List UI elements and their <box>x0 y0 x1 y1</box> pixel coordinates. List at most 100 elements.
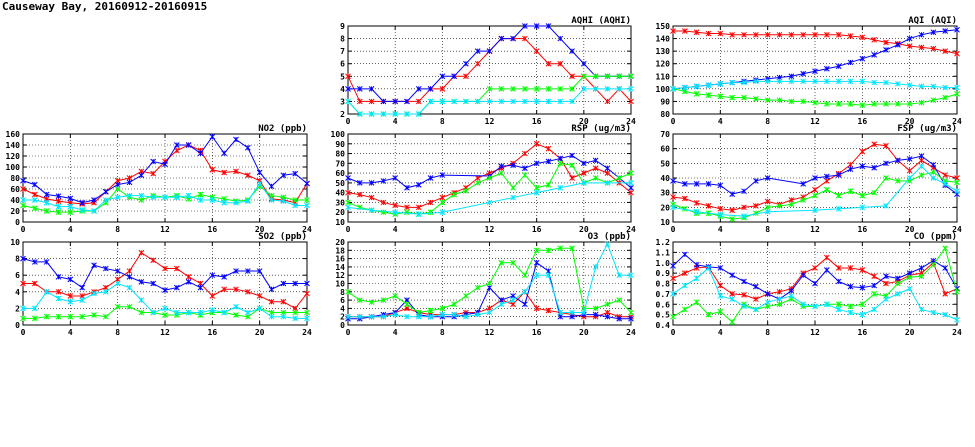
data-point <box>705 265 712 271</box>
y-tick-label: 0 <box>340 321 345 330</box>
data-point <box>764 198 771 205</box>
data-point <box>138 192 145 199</box>
data-point <box>356 297 363 303</box>
data-point <box>788 287 795 294</box>
x-tick-label: 4 <box>718 328 723 337</box>
data-point <box>20 280 26 287</box>
data-point <box>463 60 469 67</box>
data-point <box>67 195 74 202</box>
data-point <box>102 313 109 320</box>
data-point <box>304 315 310 322</box>
data-point <box>304 290 310 297</box>
data-point <box>221 169 228 176</box>
data-point <box>883 203 889 209</box>
y-tick-label: 100 <box>656 85 671 94</box>
data-point <box>604 86 611 92</box>
data-point <box>812 175 818 181</box>
data-point <box>197 309 204 316</box>
data-point <box>380 111 387 117</box>
data-point <box>942 265 949 271</box>
data-point <box>693 261 700 268</box>
data-point <box>788 78 795 85</box>
data-point <box>55 193 62 200</box>
data-point <box>918 31 925 38</box>
y-tick-label: 2 <box>340 110 345 119</box>
data-point <box>906 285 913 292</box>
data-point <box>871 164 878 171</box>
data-point <box>930 169 937 175</box>
y-tick-label: 40 <box>335 189 345 198</box>
data-point <box>345 313 351 320</box>
data-point <box>304 202 310 209</box>
x-tick-label: 8 <box>440 328 445 337</box>
data-point <box>729 31 736 38</box>
data-point <box>918 83 925 90</box>
data-point <box>427 175 434 181</box>
y-tick-label: 0.7 <box>656 290 671 299</box>
data-point <box>847 161 854 168</box>
data-point <box>954 316 960 323</box>
data-point <box>345 98 351 105</box>
data-point <box>883 39 889 46</box>
data-point <box>126 303 133 310</box>
data-point <box>741 94 747 101</box>
data-point <box>604 165 611 172</box>
data-point <box>244 144 251 151</box>
data-point <box>741 204 747 211</box>
data-point <box>126 192 133 199</box>
data-point <box>717 211 724 218</box>
data-point <box>380 178 387 184</box>
data-point <box>43 313 50 320</box>
data-point <box>729 207 736 214</box>
data-point <box>930 83 937 90</box>
data-point <box>717 282 724 289</box>
y-tick-label: 1.2 <box>656 238 671 247</box>
y-tick-label: 30 <box>335 198 345 207</box>
data-point <box>380 313 387 320</box>
data-point <box>580 86 587 92</box>
y-tick-label: 8 <box>340 35 345 44</box>
data-point <box>616 315 623 322</box>
data-point <box>138 278 145 285</box>
x-tick-label: 20 <box>579 225 589 234</box>
data-point <box>764 31 771 38</box>
y-tick-label: 20 <box>335 208 345 217</box>
data-point <box>752 203 759 209</box>
data-point <box>693 83 700 90</box>
data-point <box>20 202 26 209</box>
data-point <box>185 309 192 316</box>
data-point <box>280 172 287 179</box>
data-point <box>918 172 925 178</box>
series-line <box>347 154 632 189</box>
data-point <box>859 192 866 199</box>
data-point <box>439 172 446 178</box>
data-point <box>221 274 228 280</box>
data-point <box>439 194 446 201</box>
x-tick-label: 8 <box>765 117 770 126</box>
x-tick-label: 12 <box>485 328 495 337</box>
data-point <box>557 60 564 67</box>
data-point <box>150 309 157 316</box>
data-point <box>776 301 783 308</box>
y-tick-label: 16 <box>335 255 345 264</box>
y-tick-label: 6 <box>15 271 20 280</box>
data-point <box>592 86 599 92</box>
data-point <box>847 59 854 66</box>
data-point <box>604 170 611 176</box>
data-point <box>859 55 866 62</box>
data-point <box>510 98 516 105</box>
data-point <box>439 86 446 92</box>
x-tick-label: 4 <box>393 225 398 234</box>
data-point <box>883 273 889 280</box>
data-point <box>102 188 109 195</box>
data-point <box>906 156 913 162</box>
data-point <box>173 309 180 316</box>
data-point <box>451 301 457 308</box>
x-tick-label: 16 <box>858 328 868 337</box>
data-point <box>380 297 387 303</box>
data-point <box>451 311 457 318</box>
data-point <box>533 272 540 279</box>
data-point <box>681 251 688 258</box>
data-point <box>918 44 925 51</box>
x-tick-label: 20 <box>579 328 589 337</box>
